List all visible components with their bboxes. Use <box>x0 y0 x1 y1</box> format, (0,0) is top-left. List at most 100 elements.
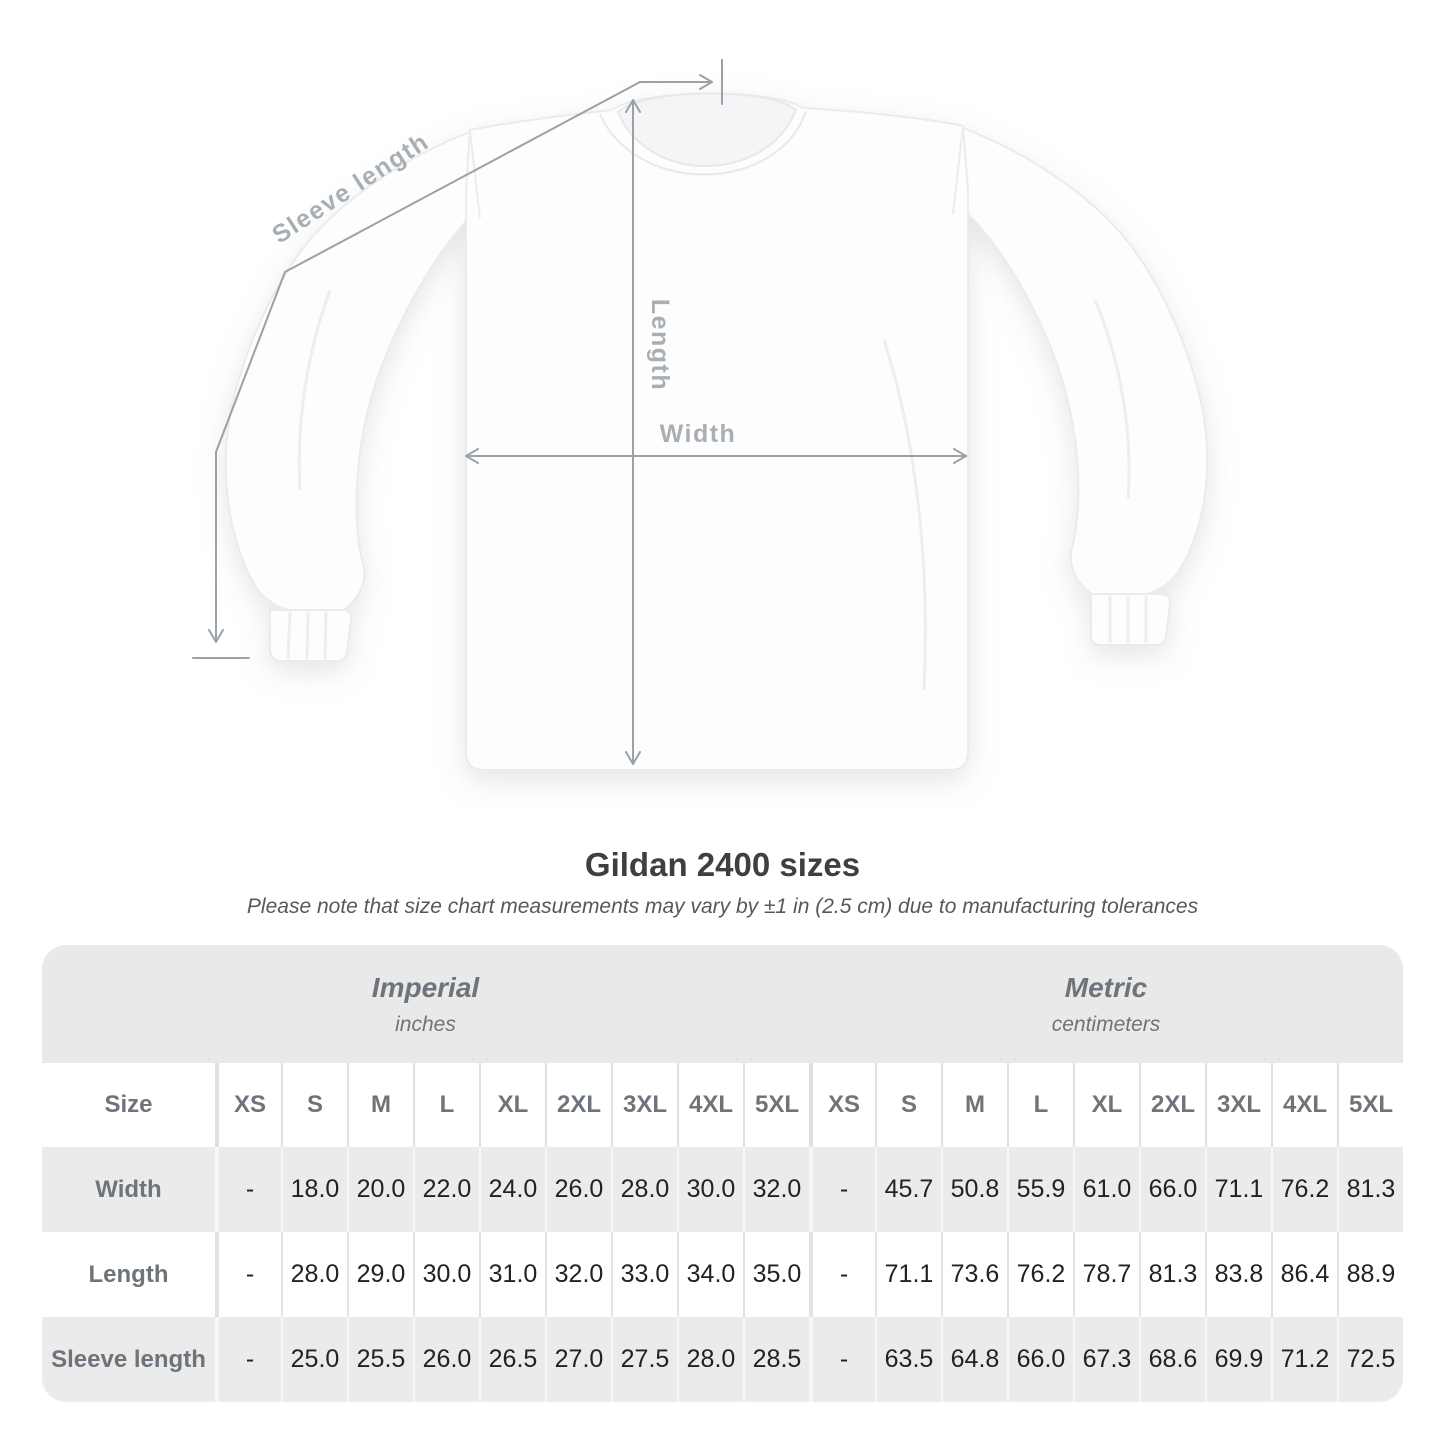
size-header-metric-5xl: 5XL <box>1337 1063 1403 1147</box>
size-header-metric-3xl: 3XL <box>1205 1063 1271 1147</box>
shirt-left-cuff <box>269 609 353 662</box>
size-header-imperial-3xl: 3XL <box>611 1063 677 1147</box>
size-header-metric-4xl: 4XL <box>1271 1063 1337 1147</box>
value-cell: - <box>215 1147 281 1232</box>
value-cell: - <box>809 1317 875 1402</box>
value-cell: 76.2 <box>1007 1232 1073 1317</box>
value-cell: - <box>809 1232 875 1317</box>
size-table: Imperial inches Metric centimeters Size … <box>42 945 1403 1402</box>
sleeve-length-arrow <box>192 59 723 659</box>
value-cell: 50.8 <box>941 1147 1007 1232</box>
imperial-label: Imperial <box>371 971 480 1003</box>
value-cell: 55.9 <box>1007 1147 1073 1232</box>
table-row: Length -28.0 29.0 30.0 31.0 32.0 33.0 34.0 35.0-… <box>42 1232 1403 1317</box>
size-header-metric-s: S <box>875 1063 941 1147</box>
value-cell: 25.0 <box>281 1317 347 1402</box>
size-header-imperial-m: M <box>347 1063 413 1147</box>
value-cell: 28.5 <box>743 1317 809 1402</box>
value-cell: 64.8 <box>941 1317 1007 1402</box>
metric-sublabel: centimeters <box>1051 1012 1161 1036</box>
value-cell: 27.0 <box>545 1317 611 1402</box>
size-header-imperial-xs: XS <box>215 1063 281 1147</box>
size-header-row: Size XS S M L XL 2XL 3XL 4XL 5XL XS S M L XL 2XL 3XL 4XL… <box>42 1063 1403 1147</box>
value-cell: 69.9 <box>1205 1317 1271 1402</box>
unit-band-row: Imperial inches Metric centimeters <box>42 945 1403 1063</box>
shirt-right-cuff <box>1090 593 1172 646</box>
size-header-metric-xl: XL <box>1073 1063 1139 1147</box>
value-cell: 71.2 <box>1271 1317 1337 1402</box>
size-header-imperial-xl: XL <box>479 1063 545 1147</box>
value-cell: 28.0 <box>611 1147 677 1232</box>
metric-label: Metric <box>1064 971 1148 1003</box>
size-header-imperial-4xl: 4XL <box>677 1063 743 1147</box>
value-cell: 66.0 <box>1139 1147 1205 1232</box>
value-cell: 32.0 <box>743 1147 809 1232</box>
value-cell: 76.2 <box>1271 1147 1337 1232</box>
value-cell: - <box>215 1317 281 1402</box>
value-cell: - <box>215 1232 281 1317</box>
value-cell: 26.0 <box>413 1317 479 1402</box>
value-cell: 86.4 <box>1271 1232 1337 1317</box>
row-label: Length <box>42 1232 215 1317</box>
shirt-collar-band <box>599 110 807 176</box>
size-header-imperial-l: L <box>413 1063 479 1147</box>
metric-unit-header: Metric centimeters <box>809 945 1403 1063</box>
value-cell: 27.5 <box>611 1317 677 1402</box>
value-cell: 88.9 <box>1337 1232 1403 1317</box>
imperial-sublabel: inches <box>395 1012 456 1036</box>
value-cell: 24.0 <box>479 1147 545 1232</box>
length-arrow <box>625 99 641 765</box>
shirt-right-sleeve <box>961 126 1209 598</box>
value-cell: 30.0 <box>413 1232 479 1317</box>
value-cell: 35.0 <box>743 1232 809 1317</box>
value-cell: 26.0 <box>545 1147 611 1232</box>
value-cell: 63.5 <box>875 1317 941 1402</box>
value-cell: 29.0 <box>347 1232 413 1317</box>
value-cell: 28.0 <box>281 1232 347 1317</box>
value-cell: 32.0 <box>545 1232 611 1317</box>
value-cell: 83.8 <box>1205 1232 1271 1317</box>
value-cell: 20.0 <box>347 1147 413 1232</box>
table-row: Width -18.0 20.0 22.0 24.0 26.0 28.0 30.0 32.0-4… <box>42 1147 1403 1232</box>
value-cell: 66.0 <box>1007 1317 1073 1402</box>
shirt-collar <box>616 92 798 168</box>
value-cell: 33.0 <box>611 1232 677 1317</box>
imperial-unit-header: Imperial inches <box>42 945 809 1063</box>
size-header-metric-xs: XS <box>809 1063 875 1147</box>
row-label: Sleeve length <box>42 1317 215 1402</box>
value-cell: 45.7 <box>875 1147 941 1232</box>
value-cell: 28.0 <box>677 1317 743 1402</box>
size-header-metric-l: L <box>1007 1063 1073 1147</box>
size-column-title: Size <box>42 1063 215 1147</box>
size-header-metric-2xl: 2XL <box>1139 1063 1205 1147</box>
row-label: Width <box>42 1147 215 1232</box>
value-cell: 72.5 <box>1337 1317 1403 1402</box>
size-header-imperial-s: S <box>281 1063 347 1147</box>
value-cell: 31.0 <box>479 1232 545 1317</box>
value-cell: 78.7 <box>1073 1232 1139 1317</box>
shirt-left-sleeve <box>224 130 472 614</box>
table-row: Sleeve length -25.0 25.5 26.0 26.5 27.0 27.5 28… <box>42 1317 1403 1402</box>
length-label: Length <box>646 299 674 391</box>
page-title: Gildan 2400 sizes <box>584 846 861 883</box>
value-cell: 30.0 <box>677 1147 743 1232</box>
value-cell: 18.0 <box>281 1147 347 1232</box>
value-cell: 71.1 <box>1205 1147 1271 1232</box>
value-cell: 68.6 <box>1139 1317 1205 1402</box>
size-header-imperial-5xl: 5XL <box>743 1063 809 1147</box>
value-cell: 22.0 <box>413 1147 479 1232</box>
value-cell: 25.5 <box>347 1317 413 1402</box>
value-cell: 61.0 <box>1073 1147 1139 1232</box>
width-arrow <box>465 448 967 464</box>
shirt-fold-lines <box>286 289 1148 691</box>
value-cell: - <box>809 1147 875 1232</box>
shirt-illustration <box>224 92 1209 771</box>
size-header-metric-m: M <box>941 1063 1007 1147</box>
value-cell: 71.1 <box>875 1232 941 1317</box>
width-label: Width <box>660 420 737 448</box>
size-header-imperial-2xl: 2XL <box>545 1063 611 1147</box>
page-subtitle: Please note that size chart measurements… <box>246 895 1199 918</box>
value-cell: 81.3 <box>1337 1147 1403 1232</box>
value-cell: 73.6 <box>941 1232 1007 1317</box>
